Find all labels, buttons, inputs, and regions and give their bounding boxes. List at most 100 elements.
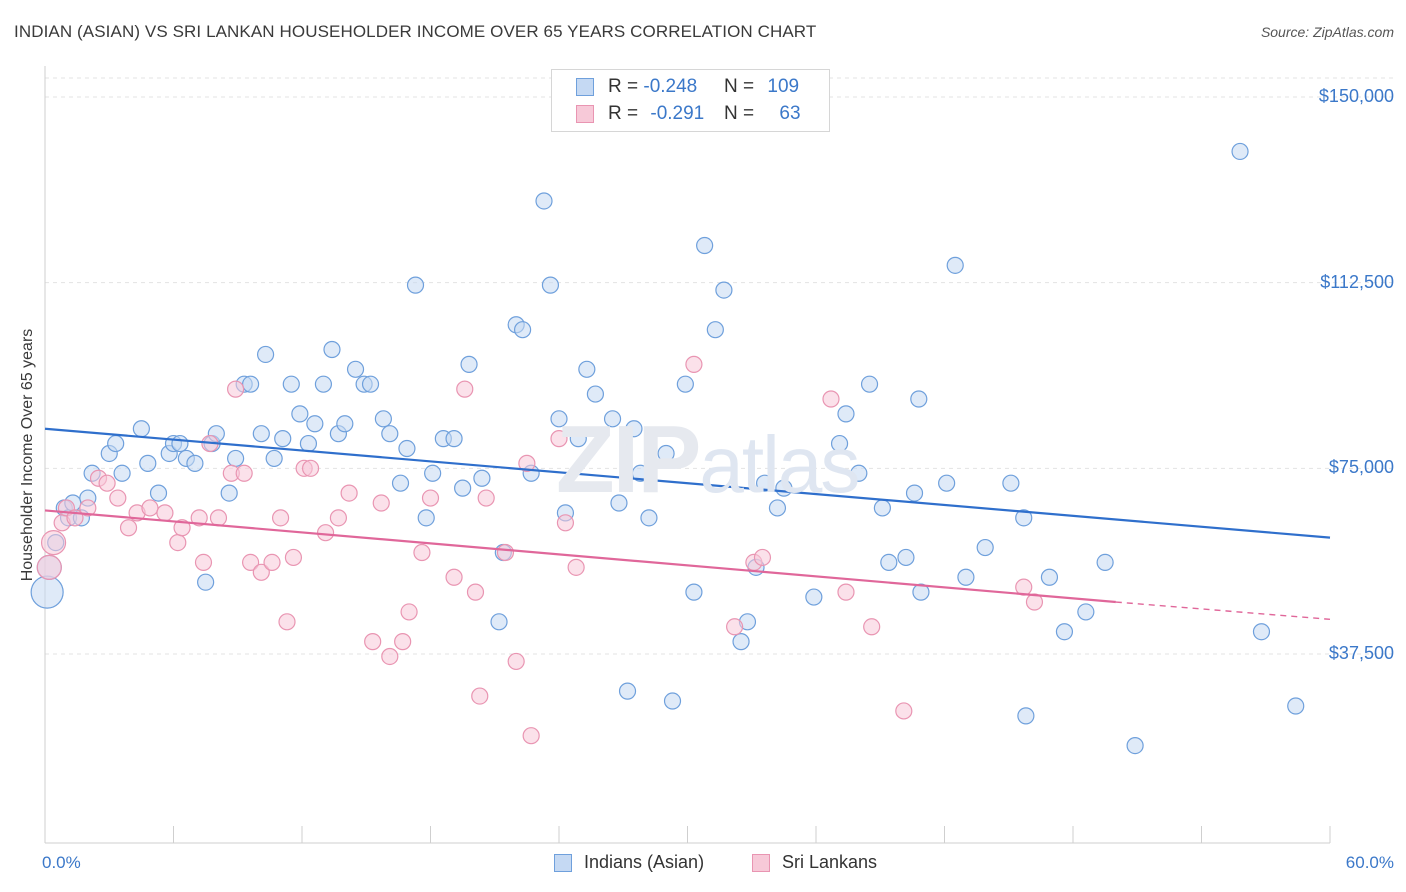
watermark-zip: ZIP (556, 406, 701, 513)
point-indians (1055, 623, 1074, 641)
point-srilankans (863, 618, 881, 636)
point-indians (252, 425, 270, 443)
point-srilankans (36, 554, 62, 580)
legend-n-value: 63 (779, 103, 801, 124)
point-indians (603, 410, 622, 428)
point-srilankans (466, 583, 485, 601)
legend-r-value: -0.291 (650, 103, 705, 124)
point-srilankans (156, 504, 174, 522)
point-indians (265, 449, 283, 468)
point-indians (445, 430, 463, 448)
point-srilankans (316, 524, 335, 542)
point-indians (805, 588, 823, 606)
point-indians (860, 375, 879, 393)
point-srilankans (372, 494, 390, 512)
point-indians (424, 464, 442, 482)
y-tick-label: $37,500 (1328, 643, 1394, 663)
point-indians (149, 484, 168, 502)
point-indians (618, 682, 637, 700)
point-indians (171, 434, 189, 453)
point-srilankans (194, 553, 213, 572)
point-indians (1231, 142, 1249, 161)
legend-r-label: R = (608, 76, 644, 97)
point-indians (880, 553, 898, 572)
point-indians (541, 276, 560, 294)
point-indians (291, 405, 309, 423)
point-indians (460, 355, 478, 373)
point-indians (490, 613, 508, 631)
point-indians (1126, 736, 1144, 755)
point-srilankans (98, 474, 116, 492)
trend-line-srilankans-extension (1115, 601, 1331, 621)
point-srilankans (822, 390, 840, 408)
point-indians (610, 494, 628, 512)
point-srilankans (235, 464, 253, 482)
point-srilankans (550, 430, 568, 448)
point-indians (417, 509, 435, 527)
point-srilankans (556, 514, 575, 532)
legend-row-indians: R = -0.248 N = 109 (576, 75, 799, 99)
point-indians (454, 479, 472, 497)
point-srilankans (522, 727, 540, 745)
point-indians (107, 434, 125, 453)
legend-r-label: R = (608, 103, 644, 124)
point-indians (755, 474, 774, 492)
point-indians (663, 692, 682, 710)
trend-line-srilankans (44, 509, 1116, 604)
point-indians (381, 425, 399, 443)
point-indians (139, 454, 157, 472)
point-srilankans (271, 509, 290, 527)
point-srilankans (895, 702, 913, 720)
point-srilankans (227, 380, 245, 398)
point-indians (113, 464, 131, 482)
point-indians (535, 192, 553, 210)
y-tick-label: $112,500 (1320, 271, 1394, 292)
trend-line-indians (44, 427, 1331, 539)
watermark: ZIPatlas (556, 405, 860, 515)
point-indians (732, 633, 750, 651)
legend-swatch-srilankans (576, 105, 594, 123)
point-indians (850, 464, 868, 482)
point-indians (398, 439, 416, 458)
point-srilankans (726, 618, 744, 636)
point-indians (768, 499, 787, 517)
legend-r-value: -0.248 (643, 76, 698, 97)
point-indians (513, 321, 532, 339)
point-indians (910, 390, 928, 408)
point-indians (631, 464, 649, 482)
trend-lines (44, 427, 1331, 621)
point-indians (346, 360, 365, 378)
point-srilankans (209, 509, 228, 527)
point-indians (197, 573, 215, 591)
point-indians (897, 548, 915, 567)
point-indians (625, 420, 643, 438)
point-indians (873, 499, 891, 517)
point-indians (685, 583, 703, 601)
point-indians (676, 375, 694, 393)
point-srilankans (685, 355, 703, 373)
point-indians (256, 345, 275, 364)
legend-swatch-indians (554, 853, 572, 872)
series-sri-lankans-points (36, 355, 1044, 745)
point-indians (336, 415, 354, 433)
legend-swatch-srilankans (752, 853, 770, 872)
legend-label-srilankans: Sri Lankans (782, 852, 878, 872)
legend-row-srilankans: R = -0.291 N = 63 (576, 102, 801, 126)
point-srilankans (284, 548, 303, 567)
legend-n-label: N = (724, 103, 760, 124)
chart-title: INDIAN (ASIAN) VS SRI LANKAN HOUSEHOLDER… (14, 22, 817, 41)
point-indians (374, 410, 392, 428)
point-srilankans (278, 613, 296, 631)
point-srilankans (477, 489, 495, 507)
point-srilankans (421, 489, 440, 507)
point-indians (391, 474, 410, 492)
correlation-legend: R = -0.248 N = 109 R = -0.291 N = 63 (551, 69, 830, 132)
point-indians (640, 509, 658, 527)
point-srilankans (518, 454, 536, 472)
legend-item-srilankans: Sri Lankans (752, 852, 877, 873)
point-indians (696, 236, 714, 255)
point-indians (830, 434, 849, 453)
point-indians (1252, 623, 1271, 641)
y-axis-label: Householder Income Over 65 years (19, 328, 36, 582)
legend-n-label: N = (724, 76, 760, 97)
